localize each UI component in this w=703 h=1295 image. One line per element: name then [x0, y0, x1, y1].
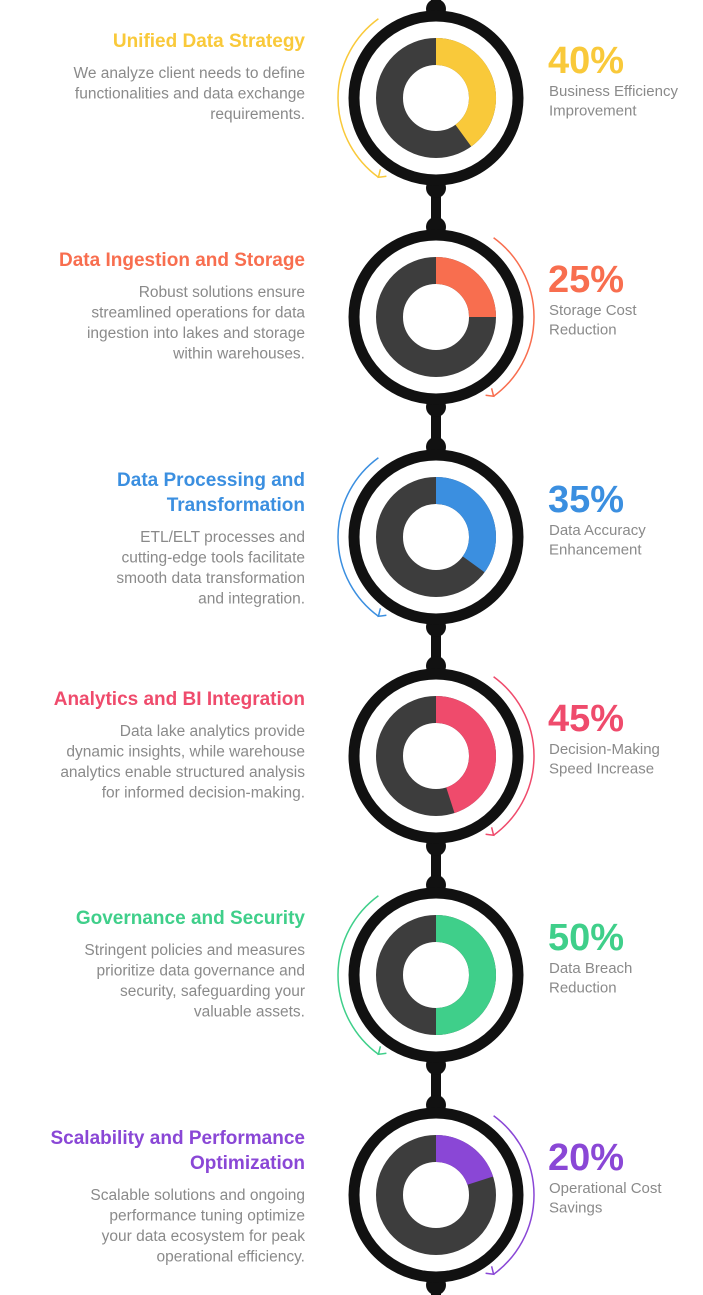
arrow-head — [377, 608, 387, 618]
caption: Enhancement — [549, 541, 642, 558]
percentage: 40% — [548, 40, 624, 82]
caption: Data Breach — [549, 960, 632, 977]
step-description: cutting-edge tools facilitate — [121, 550, 305, 567]
step-description: ETL/ELT processes and — [140, 529, 305, 546]
step-description: valuable assets. — [194, 1004, 305, 1021]
caption: Reduction — [549, 979, 617, 996]
arrow-head — [377, 1046, 387, 1056]
caption: Decision-Making — [549, 741, 660, 758]
arrow-head — [485, 388, 495, 398]
caption: Reduction — [549, 321, 617, 338]
arrow-head — [377, 169, 387, 179]
step-description: operational efficiency. — [157, 1249, 306, 1266]
step-description: analytics enable structured analysis — [60, 764, 305, 781]
arrow-arc — [493, 676, 535, 836]
donut-segment — [435, 38, 496, 147]
step-description: Robust solutions ensure — [139, 284, 305, 301]
step-description: functionalities and data exchange — [75, 86, 305, 103]
step-title: Governance and Security — [76, 908, 306, 929]
step-description: requirements. — [210, 106, 305, 123]
percentage: 20% — [548, 1137, 624, 1179]
step-description: for informed decision-making. — [102, 785, 305, 802]
step-description: Scalable solutions and ongoing — [90, 1187, 305, 1204]
step-description: streamlined operations for data — [91, 305, 305, 322]
caption: Operational Cost — [549, 1180, 662, 1197]
step-title: Data Ingestion and Storage — [59, 250, 305, 271]
step-title: Analytics and BI Integration — [54, 689, 305, 710]
step-title: Unified Data Strategy — [113, 31, 306, 52]
step-description: Stringent policies and measures — [84, 942, 305, 959]
donut-segment — [435, 477, 496, 573]
donut-segment — [435, 257, 496, 318]
caption: Storage Cost — [549, 302, 637, 319]
percentage: 35% — [548, 479, 624, 521]
arrow-arc — [337, 18, 379, 178]
arrow-arc — [337, 895, 379, 1055]
step-title: Scalability and Performance — [51, 1128, 306, 1149]
caption: Business Efficiency — [549, 83, 678, 100]
arrow-head — [485, 827, 495, 837]
arrow-head — [485, 1266, 495, 1276]
connector — [431, 0, 441, 1295]
step-description: your data ecosystem for peak — [102, 1228, 306, 1245]
donut-segment — [435, 1135, 494, 1186]
arrow-arc — [337, 457, 379, 617]
step-description: prioritize data governance and — [96, 963, 305, 980]
caption: Data Accuracy — [549, 522, 646, 539]
step-title: Transformation — [167, 495, 305, 516]
percentage: 45% — [548, 698, 624, 740]
step-description: within warehouses. — [172, 346, 305, 363]
caption: Improvement — [549, 102, 637, 119]
step-description: Data lake analytics provide — [120, 723, 305, 740]
caption: Speed Increase — [549, 760, 654, 777]
donut-segment — [435, 696, 496, 814]
arrow-arc — [493, 1115, 535, 1275]
percentage: 25% — [548, 259, 624, 301]
step-title: Optimization — [190, 1153, 305, 1174]
step-description: performance tuning optimize — [109, 1208, 305, 1225]
step-description: smooth data transformation — [116, 570, 305, 587]
step-description: and integration. — [198, 591, 305, 608]
step-description: security, safeguarding your — [120, 983, 305, 1000]
step-title: Data Processing and — [117, 470, 305, 491]
caption: Savings — [549, 1199, 602, 1216]
step-description: dynamic insights, while warehouse — [66, 744, 305, 761]
step-description: ingestion into lakes and storage — [87, 325, 305, 342]
percentage: 50% — [548, 917, 624, 959]
donut-segment — [435, 915, 496, 1035]
step-description: We analyze client needs to define — [73, 65, 305, 82]
arrow-arc — [493, 237, 535, 397]
